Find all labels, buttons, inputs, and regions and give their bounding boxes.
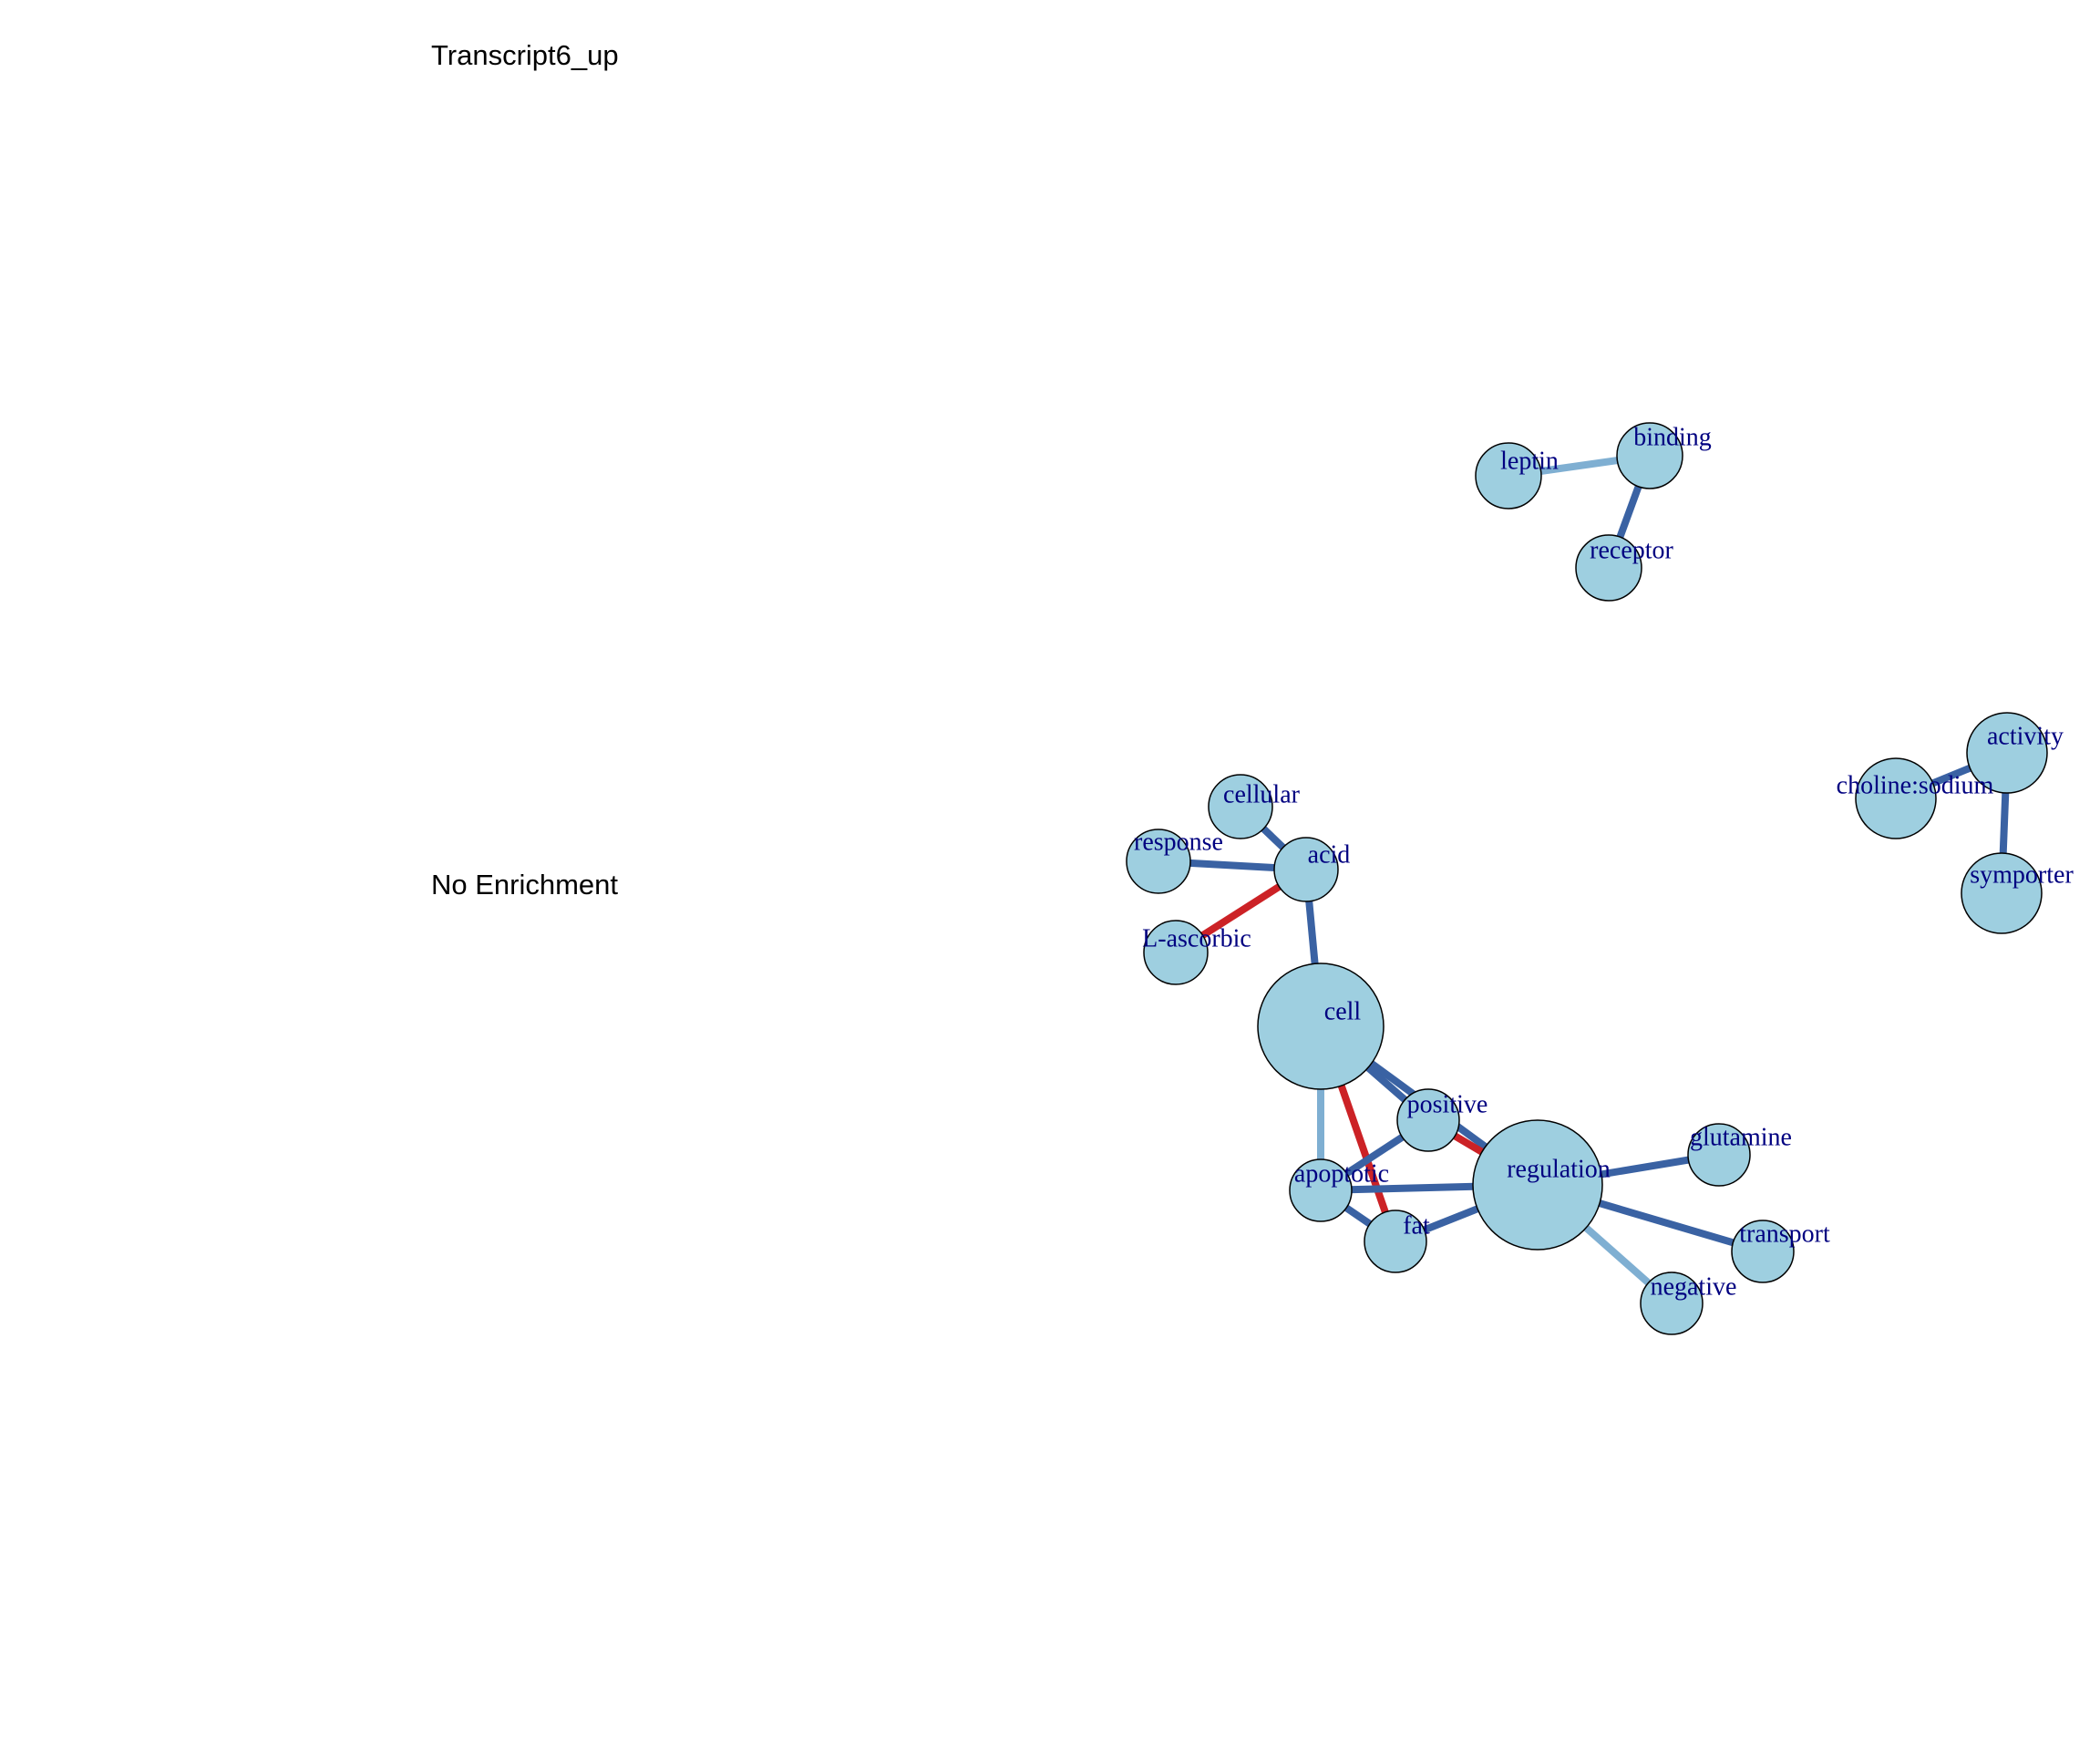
- node-label-positive: positive: [1407, 1090, 1488, 1118]
- labels-layer: leptin binding receptor activity choline:sod…: [1134, 423, 2074, 1301]
- node-cell: [1257, 962, 1385, 1090]
- node-transport: [1731, 1220, 1795, 1283]
- node-label-symporter: symporter: [1970, 860, 2074, 889]
- node-regulation: [1472, 1119, 1603, 1251]
- node-label-l_ascorbic: L-ascorbic: [1142, 924, 1251, 952]
- plot-title: Transcript6_up: [431, 39, 619, 71]
- node-symporter: [1961, 852, 2043, 934]
- node-fat: [1364, 1210, 1427, 1273]
- node-label-apoptotic: apoptotic: [1294, 1159, 1389, 1188]
- node-label-binding: binding: [1633, 423, 1712, 451]
- node-apoptotic: [1289, 1158, 1353, 1222]
- node-label-choline_sodium: choline:sodium: [1837, 771, 1994, 799]
- no-enrichment-text: No Enrichment: [431, 869, 619, 901]
- node-label-acid: acid: [1308, 840, 1351, 869]
- node-label-receptor: receptor: [1590, 536, 1673, 564]
- node-label-leptin: leptin: [1500, 447, 1559, 475]
- node-negative: [1640, 1271, 1704, 1335]
- node-glutamine: [1687, 1123, 1751, 1187]
- node-label-fat: fat: [1403, 1211, 1430, 1240]
- node-label-response: response: [1134, 828, 1223, 856]
- node-label-glutamine: glutamine: [1690, 1123, 1792, 1151]
- node-choline_sodium: [1855, 757, 1937, 839]
- node-label-negative: negative: [1651, 1272, 1737, 1301]
- node-label-cellular: cellular: [1223, 780, 1301, 808]
- node-leptin: [1475, 442, 1542, 510]
- node-l_ascorbic: [1143, 920, 1209, 985]
- node-cellular: [1208, 774, 1273, 839]
- node-positive: [1396, 1088, 1460, 1152]
- node-label-cell: cell: [1324, 997, 1362, 1025]
- node-binding: [1616, 422, 1683, 489]
- node-acid: [1273, 837, 1339, 902]
- node-activity: [1966, 712, 2048, 794]
- node-label-regulation: regulation: [1507, 1155, 1611, 1183]
- nodes-layer: [1126, 422, 2048, 1335]
- node-label-transport: transport: [1739, 1220, 1830, 1248]
- node-label-activity: activity: [1987, 722, 2064, 750]
- node-receptor: [1575, 534, 1642, 602]
- node-response: [1126, 829, 1191, 894]
